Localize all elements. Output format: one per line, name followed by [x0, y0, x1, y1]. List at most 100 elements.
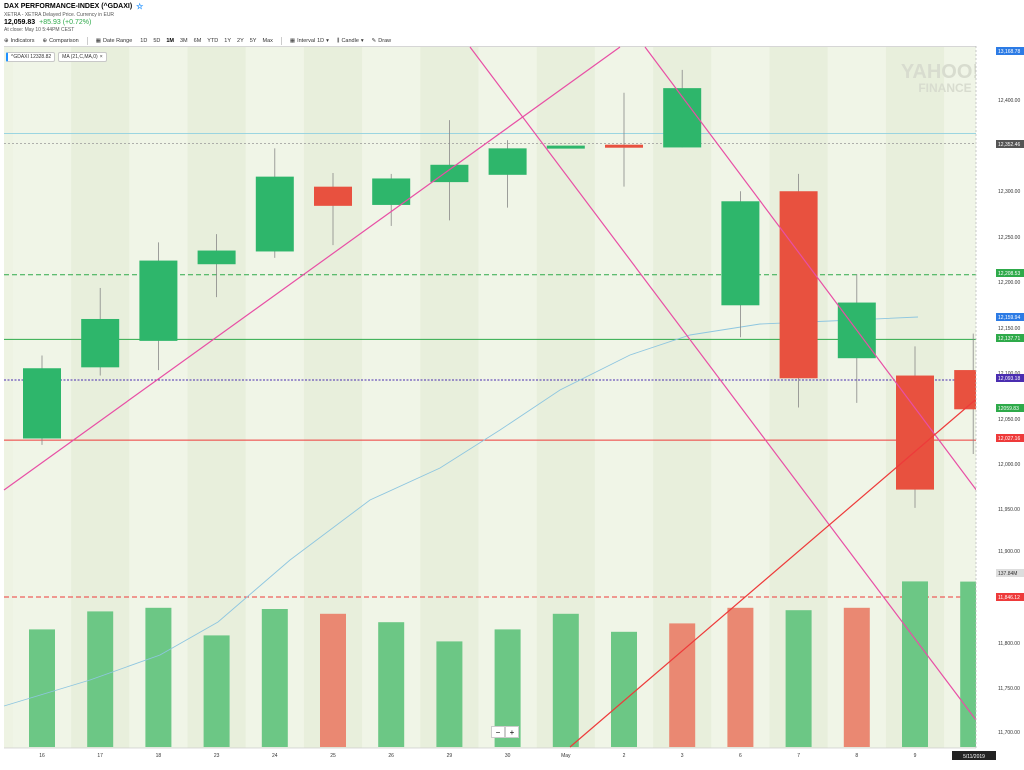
- candle-body: [23, 368, 61, 439]
- range-1y[interactable]: 1Y: [224, 38, 232, 44]
- chevron-down-icon: ▾: [326, 38, 329, 44]
- x-tick-label: 7: [797, 753, 800, 759]
- zoom-in-button[interactable]: +: [505, 726, 519, 738]
- draw-label: Draw: [378, 38, 392, 44]
- date-range-label: Date Range: [102, 38, 133, 44]
- x-tick-label: 8: [855, 753, 858, 759]
- volume-bar: [29, 629, 55, 747]
- price-tag-label: 12,027.16: [998, 436, 1020, 442]
- range-ytd[interactable]: YTD: [207, 38, 219, 44]
- candle-body: [197, 250, 236, 265]
- price-tag-label: 11,846.12: [998, 595, 1020, 601]
- candle-icon: ⫼: [336, 37, 340, 44]
- price-tag: [996, 334, 1024, 342]
- moving-average-line: [3, 316, 919, 707]
- price-tag: [996, 374, 1024, 382]
- x-tick-label: 2: [623, 753, 626, 759]
- close-icon[interactable]: ×: [99, 54, 103, 60]
- y-tick-label: 12,050.00: [998, 417, 1020, 423]
- range-3m[interactable]: 3M: [180, 38, 188, 44]
- quote-header: DAX PERFORMANCE-INDEX (^GDAXI) ☆ XETRA -…: [4, 2, 143, 33]
- volume-bar: [261, 609, 288, 747]
- pink-upper-channel-line: [644, 46, 996, 516]
- candle-body: [430, 164, 469, 183]
- ma-chip-label: MA (21,C,MA,0): [62, 54, 98, 60]
- volume-tag: [996, 569, 1024, 577]
- plus-circle-icon: ⊕: [42, 38, 48, 44]
- price-tag: [996, 269, 1024, 277]
- toolbar-divider: [280, 37, 282, 45]
- index-title: DAX PERFORMANCE-INDEX (^GDAXI): [4, 3, 133, 10]
- volume-bar: [552, 613, 579, 747]
- symbol-chip-label: ^GDAXI 12328.82: [11, 54, 52, 60]
- volume-bar: [727, 607, 754, 747]
- candle-body: [314, 186, 352, 206]
- exchange-subtitle: XETRA - XETRA Delayed Price. Currency in…: [4, 12, 115, 18]
- volume-bar: [320, 613, 346, 747]
- price-tag-label: 12,352.46: [998, 142, 1020, 148]
- x-tick-label: 9: [914, 753, 917, 759]
- interval-label: Interval: [297, 38, 316, 44]
- date-badge-label: 5/11/2019: [963, 754, 985, 760]
- comparison-button[interactable]: ⊕ Comparison: [42, 38, 78, 44]
- y-tick-label: 12,250.00: [998, 235, 1020, 241]
- price-tag-label: 12,093.18: [998, 376, 1020, 382]
- symbol-chip[interactable]: ^GDAXI 12328.82: [6, 52, 56, 62]
- volume-bar: [378, 622, 405, 747]
- range-6m[interactable]: 6M: [193, 38, 202, 44]
- price-tag: [996, 404, 1024, 412]
- y-tick-label: 11,700.00: [998, 730, 1020, 736]
- indicators-label: Indicators: [10, 38, 35, 44]
- x-axis-background: [0, 748, 1024, 770]
- x-tick-label: 30: [505, 753, 511, 759]
- toolbar-divider: [86, 37, 88, 45]
- x-tick-label: 29: [447, 753, 453, 759]
- watermark-line1: YAHOO!: [901, 61, 979, 83]
- range-2y[interactable]: 2Y: [237, 38, 244, 44]
- x-tick-label: 16: [39, 753, 45, 759]
- price-tag: [996, 313, 1024, 321]
- candle-body: [663, 88, 702, 148]
- x-tick-label: 17: [97, 753, 103, 759]
- red-uptrend-line: [569, 382, 996, 748]
- interval-value: 1D: [317, 38, 325, 44]
- range-5y[interactable]: 5Y: [249, 38, 257, 44]
- price-tag-label: 13,168.78: [998, 49, 1020, 55]
- y-tick-label: 12,300.00: [998, 189, 1020, 195]
- draw-button[interactable]: ✎ Draw: [372, 38, 391, 44]
- range-1d[interactable]: 1D: [140, 38, 148, 44]
- volume-bar: [436, 641, 463, 747]
- star-icon[interactable]: ☆: [136, 2, 144, 11]
- candle-button[interactable]: ⫼ Candle ▾: [337, 38, 364, 45]
- candle-body: [605, 144, 643, 148]
- x-tick-label: 25: [330, 753, 336, 759]
- range-5d[interactable]: 5D: [153, 38, 161, 44]
- price-tag-label: 12,159.94: [998, 315, 1020, 321]
- pink-downtrend-line: [469, 46, 977, 721]
- pink-uptrend-line: [3, 46, 621, 491]
- y-tick-label: 12,000.00: [998, 462, 1020, 468]
- ma-chip[interactable]: MA (21,C,MA,0) ×: [58, 52, 107, 62]
- zoom-out-button[interactable]: −: [491, 726, 505, 738]
- candle-body: [546, 145, 585, 149]
- volume-bar: [669, 623, 696, 747]
- interval-button[interactable]: ▦ Interval 1D ▾: [290, 38, 329, 44]
- y-tick-label: 12,400.00: [998, 98, 1020, 104]
- x-tick-label: 23: [214, 753, 220, 759]
- price-tag: [996, 47, 1024, 55]
- range-max[interactable]: Max: [262, 38, 273, 44]
- page-title: DAX PERFORMANCE-INDEX (^GDAXI) ☆: [4, 2, 143, 11]
- date-range-button[interactable]: ▦ Date Range: [96, 38, 133, 44]
- y-tick-label: 11,950.00: [998, 507, 1020, 513]
- close-time: At close: May 10 5:44PM CEST: [4, 27, 75, 33]
- y-tick-label: 11,800.00: [998, 641, 1020, 647]
- range-1m[interactable]: 1M: [166, 38, 174, 44]
- indicators-button[interactable]: ⊕ Indicators: [4, 38, 34, 44]
- volume-bar: [843, 607, 870, 747]
- x-tick-label: 3: [681, 753, 684, 759]
- price-tag-label: 12,208.53: [998, 271, 1020, 277]
- price-change: +85.93 (+0.72%): [39, 19, 92, 26]
- range-selector: 1D 5D 1M 3M 6M YTD 1Y 2Y 5Y Max: [140, 38, 273, 44]
- pencil-icon: ✎: [371, 38, 377, 44]
